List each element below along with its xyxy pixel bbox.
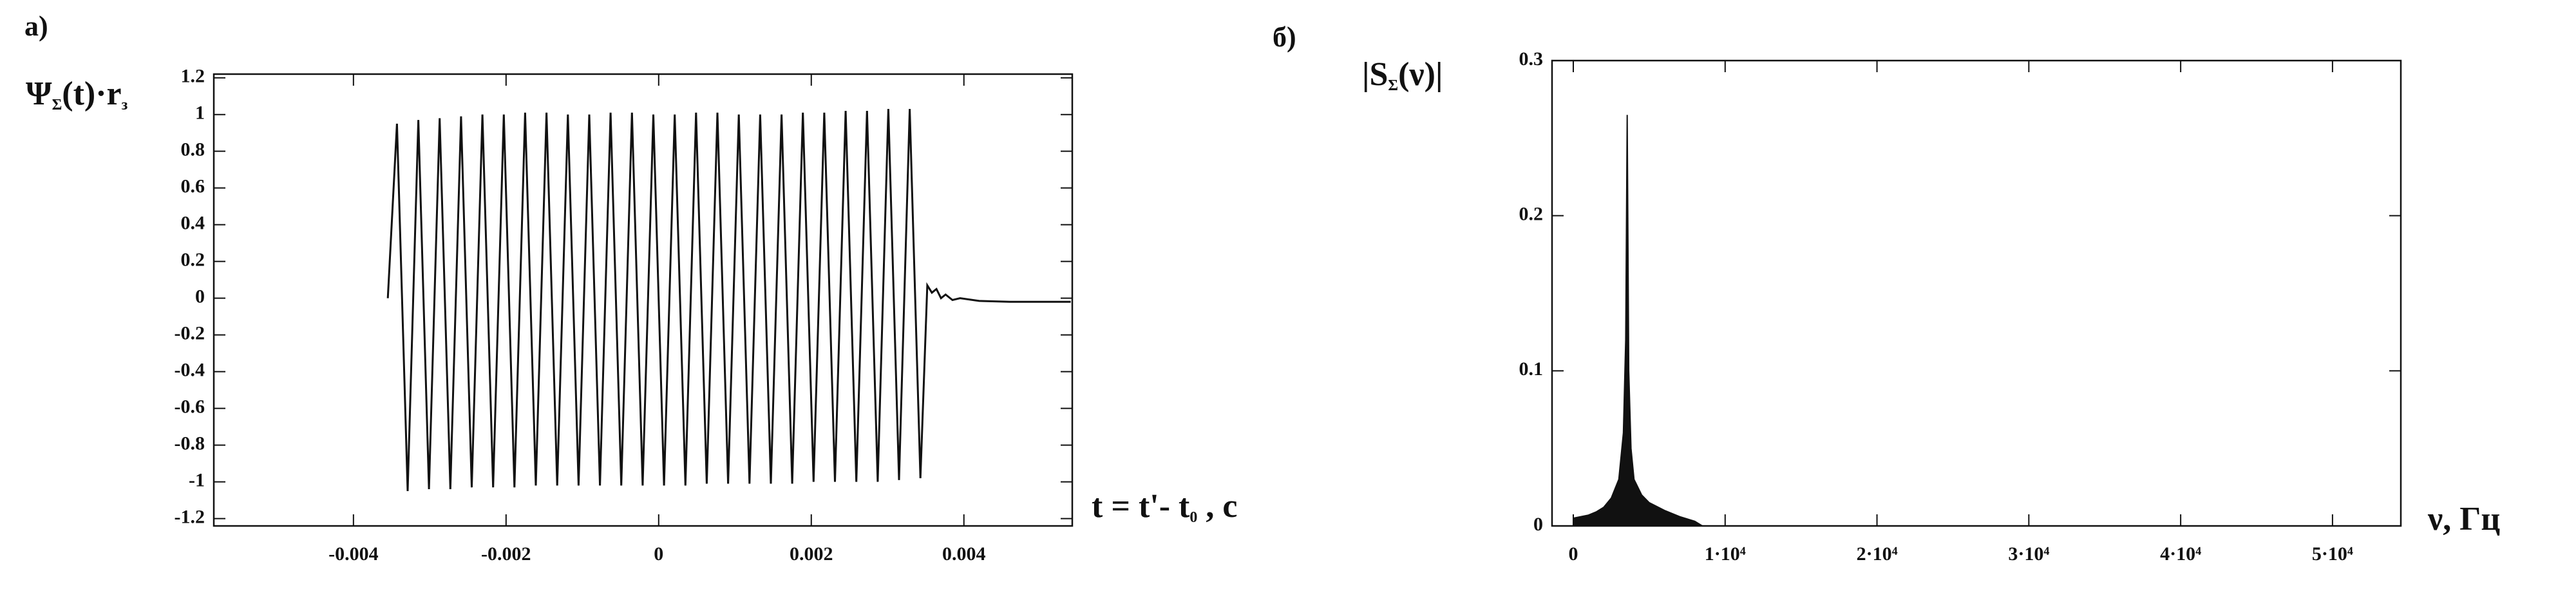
y-tick-label: -1 xyxy=(189,470,205,491)
y-tick-label: 0 xyxy=(195,286,205,307)
x-tick-label: 0.002 xyxy=(790,543,833,565)
chart-panel: б) |SΣ(ν)| ν, Гц 0 0.1 0.2 0.3 0 1·10⁴ 2·10⁴ 3·10⁴… xyxy=(1273,21,2500,565)
y-tick-label: -0.8 xyxy=(175,433,205,454)
y-tick-label: 0.3 xyxy=(1519,48,1544,70)
y-axis-label-part: Σ xyxy=(1388,77,1398,94)
x-axis-label: ν, Гц xyxy=(2427,501,2500,538)
x-tick-label: 0 xyxy=(1569,543,1578,565)
y-tick-label: 0.1 xyxy=(1519,358,1544,380)
x-tick-label: -0.002 xyxy=(481,543,531,565)
x-tick-label: 0 xyxy=(654,543,663,565)
panel-label: а) xyxy=(24,10,48,42)
x-tick-label: 0.004 xyxy=(942,543,986,565)
y-tick-label: 1.2 xyxy=(181,66,205,87)
x-tick-label: 1·10⁴ xyxy=(1705,543,1746,565)
y-axis-label-part: з xyxy=(122,97,128,113)
x-axis-label-part: ν, Гц xyxy=(2427,501,2500,538)
y-tick-label: 0 xyxy=(1533,514,1543,535)
x-tick-label: 3·10⁴ xyxy=(2008,543,2049,565)
y-tick-label: 0.6 xyxy=(181,176,205,197)
x-tick-label: 4·10⁴ xyxy=(2160,543,2201,565)
y-tick-label: 1 xyxy=(195,102,205,124)
y-axis-label: |SΣ(ν)| xyxy=(1362,56,1443,94)
data-line xyxy=(386,109,1071,491)
y-axis-label-part: (t)·r xyxy=(62,75,121,112)
x-tick-label: 2·10⁴ xyxy=(1857,543,1898,565)
y-tick-label: -0.6 xyxy=(175,396,205,418)
y-axis-label-part: (ν)| xyxy=(1398,56,1443,93)
y-tick-label: 0.2 xyxy=(1519,204,1544,225)
y-axis-label-part: Ψ xyxy=(26,75,52,112)
x-tick-label: 5·10⁴ xyxy=(2312,543,2353,565)
x-axis-label-part: , c xyxy=(1197,488,1237,525)
data-area xyxy=(1573,115,1705,527)
x-axis-label-part: 0 xyxy=(1189,509,1197,526)
y-tick-label: -1.2 xyxy=(175,506,205,527)
y-tick-label: 0.8 xyxy=(181,139,205,160)
x-axis-label-part: t = t'- t xyxy=(1092,488,1190,525)
panel-label: б) xyxy=(1273,21,1296,53)
x-axis-label: t = t'- t0 , c xyxy=(1092,488,1237,526)
x-tick-label: -0.004 xyxy=(328,543,379,565)
y-axis-label: ΨΣ(t)·rз xyxy=(26,75,128,113)
y-axis-label-part: |S xyxy=(1362,56,1388,93)
y-tick-label: 0.4 xyxy=(181,213,205,234)
y-tick-label: 0.2 xyxy=(181,249,205,271)
y-tick-label: -0.2 xyxy=(175,323,205,344)
chart-panel: а)ΨΣ(t)·rзt = t'- t0 , c1.210.80.60.40.2… xyxy=(24,10,1237,565)
y-axis-label-part: Σ xyxy=(52,97,62,113)
y-tick-label: -0.4 xyxy=(175,360,205,381)
plot-frame xyxy=(1551,59,2402,527)
plot-frame xyxy=(213,73,1074,527)
